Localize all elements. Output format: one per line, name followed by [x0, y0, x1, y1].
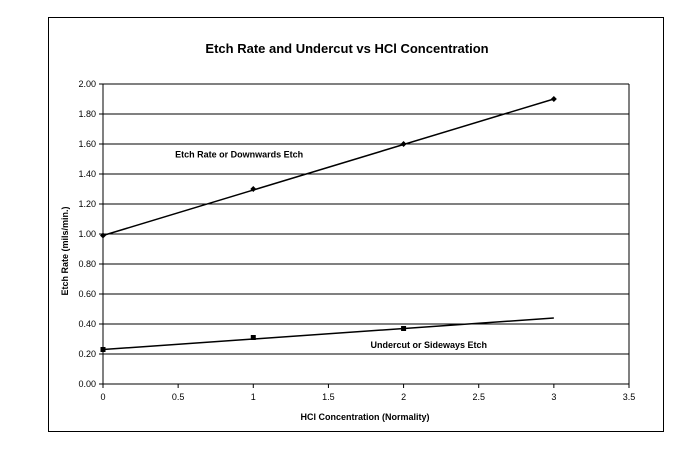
x-tick-label: 0 — [100, 392, 105, 402]
y-tick-labels: 0.00 0.20 0.40 0.60 0.80 1.00 1.20 1.40 1.60 1.80… — [78, 79, 96, 389]
x-tick-label: 3.5 — [623, 392, 636, 402]
series-1-point — [250, 186, 257, 192]
y-axis-label: Etch Rate (mils/min.) — [60, 206, 70, 295]
series-1-trendline — [102, 98, 555, 237]
y-tick-label: 1.60 — [78, 139, 96, 149]
x-tick-label: 2 — [401, 392, 406, 402]
y-tick-label: 1.80 — [78, 109, 96, 119]
chart-title: Etch Rate and Undercut vs HCl Concentrat… — [205, 41, 488, 56]
x-tick-label: 2.5 — [472, 392, 485, 402]
chart: Etch Rate and Undercut vs HCl Concentrat… — [60, 41, 635, 422]
y-tick-label: 0.60 — [78, 289, 96, 299]
chart-frame: Etch Rate and Undercut vs HCl Concentrat… — [48, 17, 664, 432]
y-tick-label: 1.40 — [78, 169, 96, 179]
series-layer — [100, 96, 557, 352]
series-2-point — [401, 326, 407, 331]
y-tick-label: 0.00 — [78, 379, 96, 389]
gridlines — [99, 83, 629, 385]
series-2-point — [100, 347, 106, 352]
y-tick-label: 2.00 — [78, 79, 96, 89]
y-tick-label: 1.00 — [78, 229, 96, 239]
x-tick-label: 0.5 — [172, 392, 185, 402]
x-tick-label: 3 — [551, 392, 556, 402]
annotation-undercut: Undercut or Sideways Etch — [371, 340, 488, 350]
series-1-point — [100, 232, 106, 239]
series-1-point — [400, 141, 407, 147]
series-annotations: Etch Rate or Downwards Etch Undercut or S… — [175, 150, 487, 351]
x-tick-label: 1.5 — [322, 392, 335, 402]
series-1-point — [550, 96, 557, 102]
y-tick-label: 1.20 — [78, 199, 96, 209]
y-tick-label: 0.40 — [78, 319, 96, 329]
series-2-point — [250, 335, 256, 340]
y-tick-label: 0.80 — [78, 259, 96, 269]
y-tick-label: 0.20 — [78, 349, 96, 359]
series-2-trendline — [102, 317, 554, 351]
x-tick-label: 1 — [251, 392, 256, 402]
annotation-etch-rate: Etch Rate or Downwards Etch — [175, 150, 303, 160]
x-tick-labels: 0 0.5 1 1.5 2 2.5 3 3.5 — [100, 392, 635, 402]
x-axis-label: HCl Concentration (Normality) — [300, 412, 429, 422]
